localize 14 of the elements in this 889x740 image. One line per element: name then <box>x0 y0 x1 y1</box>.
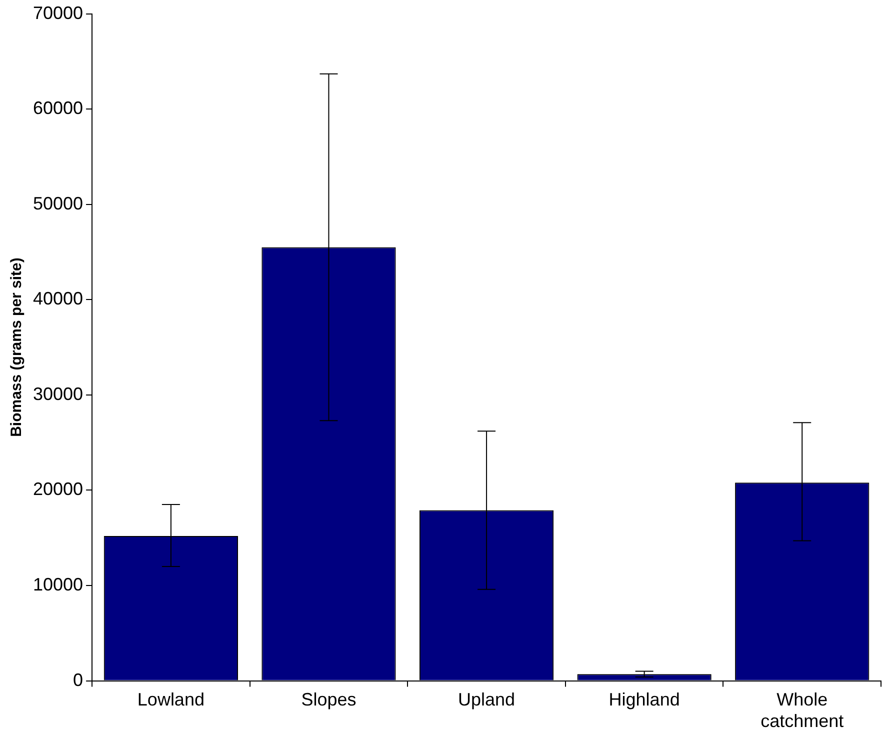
y-tick-label: 60000 <box>32 98 84 118</box>
x-tick-label: Upland <box>458 690 516 710</box>
y-tick-label: 50000 <box>32 193 84 214</box>
y-tick-label: 0 <box>73 670 84 690</box>
x-tick-label: Whole catchment <box>760 690 844 732</box>
y-tick-label: 20000 <box>32 479 84 500</box>
x-tick-label: Lowland <box>137 690 204 710</box>
x-tick-label: Slopes <box>301 690 356 710</box>
y-tick-label: 40000 <box>32 288 84 309</box>
y-tick-label: 30000 <box>32 384 84 404</box>
y-axis-title: Biomass (grams per site) <box>8 258 26 437</box>
x-tick-label: Highland <box>608 690 680 710</box>
y-tick-label: 10000 <box>32 574 84 594</box>
y-tick-label: 70000 <box>32 2 84 23</box>
